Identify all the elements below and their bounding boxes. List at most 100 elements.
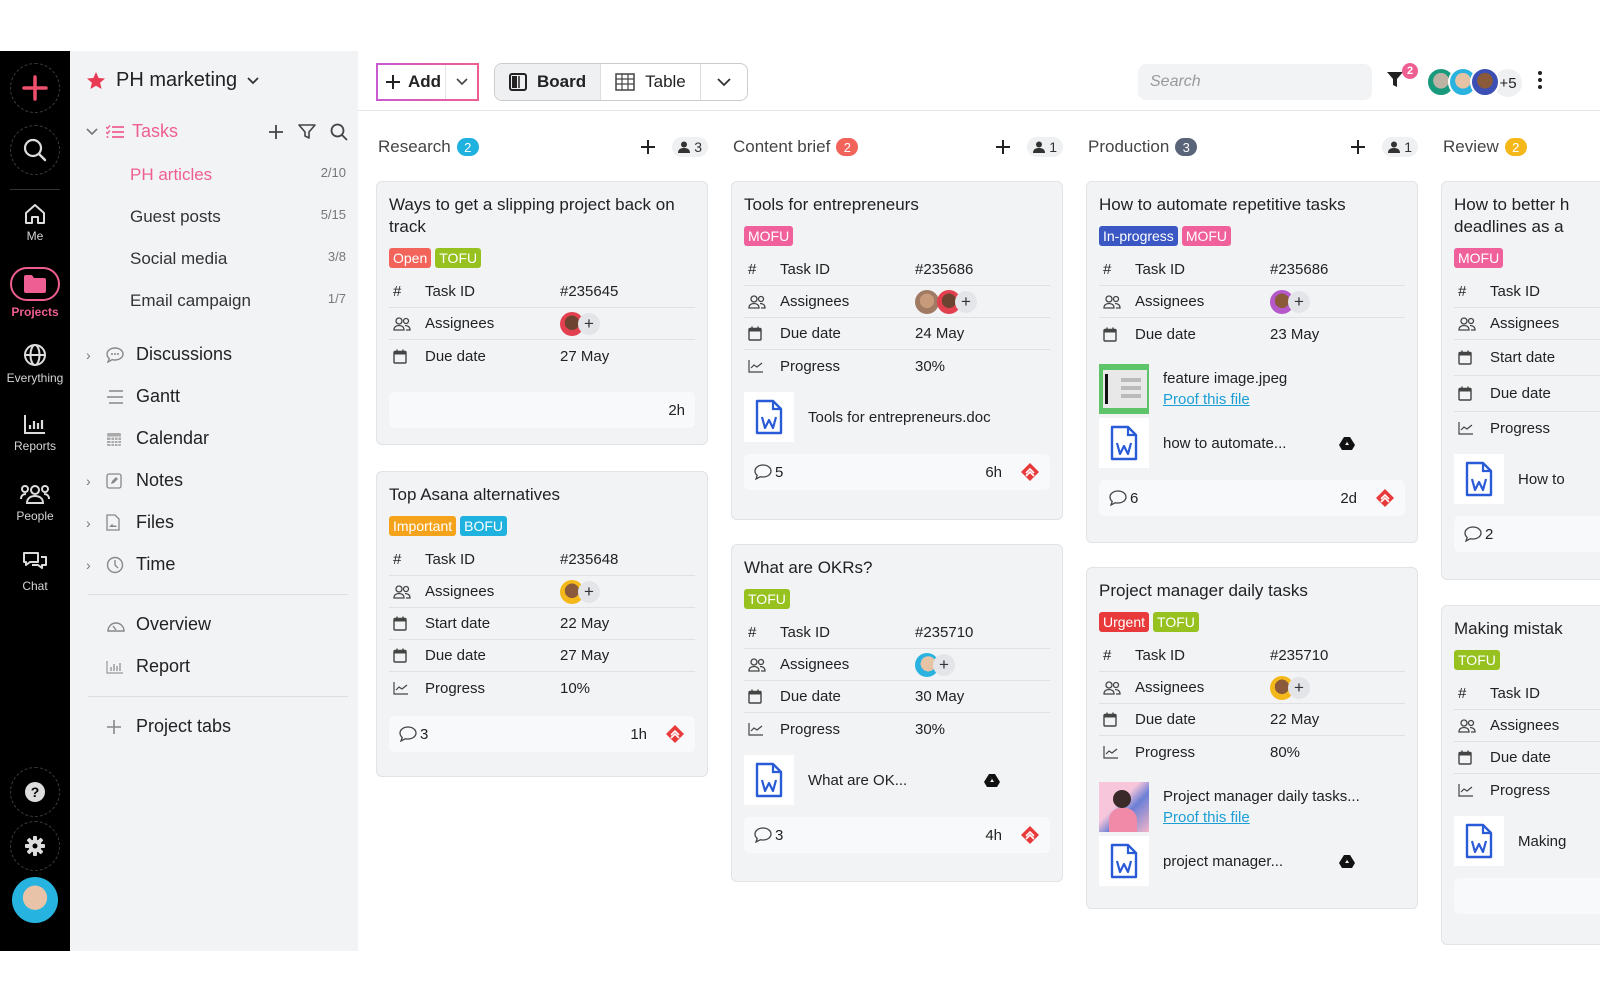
field-assignees: Assignees + [389, 576, 695, 608]
global-search-button[interactable] [10, 125, 60, 175]
attachment-name[interactable]: What are OK... [808, 771, 908, 789]
attachment[interactable]: What are OK... [744, 755, 1050, 805]
tab-board[interactable]: Board [495, 64, 602, 100]
attachment[interactable]: Project manager daily tasks... Proof this… [1099, 782, 1405, 832]
project-title[interactable]: PH marketing [86, 69, 259, 92]
task-card[interactable]: How to automate repetitive tasks In-prog… [1086, 181, 1418, 543]
add-dropdown-button[interactable] [446, 78, 477, 86]
project-members[interactable]: +5 [1426, 67, 1524, 99]
comment-icon[interactable] [399, 726, 417, 742]
task-card[interactable]: Project manager daily tasks Urgent TOFU … [1086, 567, 1418, 909]
attachment[interactable]: How to [1454, 454, 1600, 504]
comment-icon[interactable] [1109, 490, 1127, 506]
assignees-icon [1103, 680, 1121, 695]
task-title[interactable]: Project manager daily tasks [1099, 581, 1308, 600]
attachment-name[interactable]: feature image.jpeg [1163, 370, 1288, 387]
add-assignee-button[interactable]: + [1288, 290, 1310, 313]
chevron-down-icon[interactable] [86, 127, 98, 136]
add-main-button[interactable]: Add [378, 65, 446, 99]
column-assignees[interactable]: 1 [1027, 137, 1063, 157]
nav-discussions[interactable]: › Discussions [86, 344, 232, 365]
task-title[interactable]: Ways to get a slipping project back on t… [389, 195, 675, 236]
add-assignee-button[interactable]: + [933, 653, 955, 676]
task-card[interactable]: Tools for entrepreneurs MOFU # Task ID #23… [731, 181, 1063, 520]
nav-notes[interactable]: › Notes [86, 470, 183, 491]
task-card[interactable]: How to better h deadlines as a MOFU # Task… [1441, 181, 1600, 580]
tasks-section[interactable]: Tasks [86, 121, 348, 142]
task-title[interactable]: How to automate repetitive tasks [1099, 195, 1346, 214]
search-input[interactable] [1138, 64, 1372, 100]
user-avatar[interactable] [12, 877, 58, 923]
more-views-dropdown[interactable] [701, 64, 747, 100]
rail-item-everything[interactable]: Everything [0, 343, 70, 385]
search-icon[interactable] [330, 123, 348, 141]
add-assignee-button[interactable]: + [955, 290, 977, 313]
task-card[interactable]: Making mistak TOFU # Task ID Assignees Du… [1441, 605, 1600, 945]
task-list-guest-posts[interactable]: Guest posts 5/15 [130, 207, 346, 227]
add-task-icon[interactable] [995, 139, 1011, 155]
add-task-icon[interactable] [1350, 139, 1366, 155]
task-card[interactable]: Ways to get a slipping project back on t… [376, 181, 708, 445]
comment-icon[interactable] [754, 464, 772, 480]
add-task-list-icon[interactable] [268, 124, 284, 140]
more-options-button[interactable] [1538, 71, 1542, 89]
attachment[interactable]: Tools for entrepreneurs.doc [744, 392, 1050, 442]
nav-report[interactable]: Report [86, 656, 190, 677]
add-assignee-button[interactable]: + [578, 580, 600, 603]
attachment[interactable]: Making [1454, 816, 1600, 866]
nav-calendar[interactable]: Calendar [86, 428, 209, 449]
attachment-name[interactable]: Making [1518, 832, 1567, 850]
column-assignees[interactable]: 3 [672, 137, 708, 157]
quick-add-button[interactable] [10, 63, 60, 113]
task-list-ph-articles[interactable]: PH articles 2/10 [130, 165, 346, 185]
task-title[interactable]: Making mistak [1454, 619, 1563, 638]
chevron-right-icon[interactable]: › [86, 514, 91, 531]
attachment[interactable]: project manager... [1099, 836, 1405, 886]
assignee-avatar[interactable] [915, 289, 939, 314]
rail-item-people[interactable]: People [0, 483, 70, 523]
nav-time[interactable]: › Time [86, 554, 175, 575]
attachment-name[interactable]: how to automate... [1163, 434, 1287, 452]
add-assignee-button[interactable]: + [1288, 676, 1310, 699]
filter-button[interactable] [1386, 71, 1404, 94]
attachment-name[interactable]: Tools for entrepreneurs.doc [808, 408, 991, 426]
task-list-social-media[interactable]: Social media 3/8 [130, 249, 346, 269]
assignees-icon [1458, 316, 1476, 331]
task-card[interactable]: Top Asana alternatives Important BOFU # T… [376, 471, 708, 777]
task-list-email-campaign[interactable]: Email campaign 1/7 [130, 291, 346, 311]
tab-table[interactable]: Table [601, 64, 701, 100]
add-task-icon[interactable] [640, 139, 656, 155]
filter-icon[interactable] [298, 123, 316, 140]
nav-overview[interactable]: Overview [86, 614, 211, 635]
column-count-badge: 2 [456, 138, 479, 156]
proof-file-link[interactable]: Proof this file [1163, 809, 1250, 826]
task-title[interactable]: Tools for entrepreneurs [744, 195, 919, 214]
task-title[interactable]: How to better h deadlines as a [1454, 195, 1570, 236]
chevron-right-icon[interactable]: › [86, 346, 91, 363]
proof-file-link[interactable]: Proof this file [1163, 391, 1250, 408]
nav-gantt[interactable]: Gantt [86, 386, 180, 407]
task-card[interactable]: What are OKRs? TOFU # Task ID #235710 Assi… [731, 544, 1063, 882]
add-assignee-button[interactable]: + [578, 312, 600, 335]
task-title[interactable]: What are OKRs? [744, 558, 873, 577]
attachment-name[interactable]: project manager... [1163, 852, 1284, 870]
attachment[interactable]: how to automate... [1099, 418, 1405, 468]
help-button[interactable]: ? [10, 767, 60, 817]
add-button[interactable]: Add [376, 63, 479, 101]
attachment-name[interactable]: How to [1518, 470, 1565, 488]
attachment[interactable]: feature image.jpeg Proof this file [1099, 364, 1405, 414]
rail-item-chat[interactable]: Chat [0, 551, 70, 593]
attachment-name[interactable]: Project manager daily tasks... [1163, 788, 1360, 805]
rail-item-projects[interactable]: Projects [0, 267, 70, 319]
column-assignees[interactable]: 1 [1382, 137, 1418, 157]
rail-item-me[interactable]: Me [0, 203, 70, 243]
comment-icon[interactable] [1464, 526, 1482, 542]
settings-button[interactable] [10, 821, 60, 871]
chevron-right-icon[interactable]: › [86, 556, 91, 573]
nav-files[interactable]: › Files [86, 512, 174, 533]
comment-icon[interactable] [754, 827, 772, 843]
add-project-tab-button[interactable]: Project tabs [86, 716, 231, 737]
task-title[interactable]: Top Asana alternatives [389, 485, 561, 504]
chevron-right-icon[interactable]: › [86, 472, 91, 489]
rail-item-reports[interactable]: Reports [0, 413, 70, 453]
